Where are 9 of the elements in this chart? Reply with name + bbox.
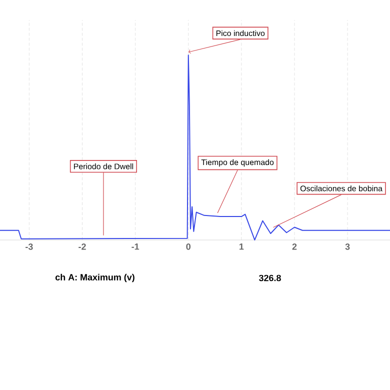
- x-tick-label: 0: [186, 244, 191, 250]
- x-tick-label: 3: [345, 244, 350, 250]
- text: ch A: Maximum (v): [55, 274, 134, 282]
- x-tick-label: -2: [78, 244, 86, 250]
- x-tick-label: 1: [240, 244, 244, 250]
- x-tick-label: -1: [132, 244, 140, 250]
- text: 326.8: [258, 274, 281, 282]
- x-tick-label: -3: [26, 244, 33, 250]
- x-tick-label: 2: [292, 244, 297, 250]
